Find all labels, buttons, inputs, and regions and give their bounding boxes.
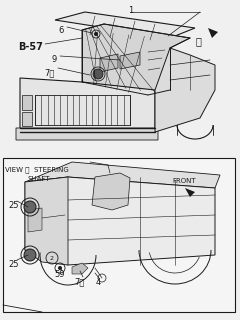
Text: 7Ⓑ: 7Ⓑ — [44, 68, 54, 77]
Text: FRONT: FRONT — [172, 178, 196, 184]
Text: 6: 6 — [58, 26, 63, 35]
Circle shape — [24, 249, 36, 261]
Circle shape — [58, 266, 62, 270]
Text: 25: 25 — [8, 201, 18, 210]
Circle shape — [94, 32, 98, 36]
Polygon shape — [22, 95, 32, 110]
Text: 59: 59 — [54, 270, 65, 279]
Polygon shape — [22, 112, 32, 126]
Text: Ⓐ: Ⓐ — [196, 36, 202, 46]
Polygon shape — [20, 78, 155, 132]
Text: 2: 2 — [50, 255, 54, 260]
Polygon shape — [25, 162, 220, 188]
Text: 7Ⓐ: 7Ⓐ — [74, 277, 84, 286]
Polygon shape — [92, 173, 130, 210]
Polygon shape — [100, 54, 118, 72]
Polygon shape — [25, 177, 68, 265]
Text: 4: 4 — [96, 278, 101, 287]
Text: 9: 9 — [52, 55, 57, 64]
Bar — [3, 158, 235, 312]
Polygon shape — [155, 48, 215, 132]
Polygon shape — [16, 128, 158, 140]
Polygon shape — [25, 177, 215, 265]
Text: 1: 1 — [128, 6, 133, 15]
Polygon shape — [55, 12, 195, 38]
Polygon shape — [120, 52, 140, 69]
Text: 25: 25 — [8, 260, 18, 269]
Polygon shape — [185, 188, 195, 197]
Text: VIEW Ⓐ  STEERING: VIEW Ⓐ STEERING — [5, 166, 69, 172]
Polygon shape — [28, 208, 42, 232]
Polygon shape — [208, 28, 218, 38]
Polygon shape — [72, 263, 88, 274]
Text: B-57: B-57 — [18, 42, 43, 52]
Circle shape — [24, 201, 36, 213]
Circle shape — [93, 69, 103, 79]
Polygon shape — [82, 24, 190, 95]
Text: SHAFT: SHAFT — [28, 176, 50, 182]
